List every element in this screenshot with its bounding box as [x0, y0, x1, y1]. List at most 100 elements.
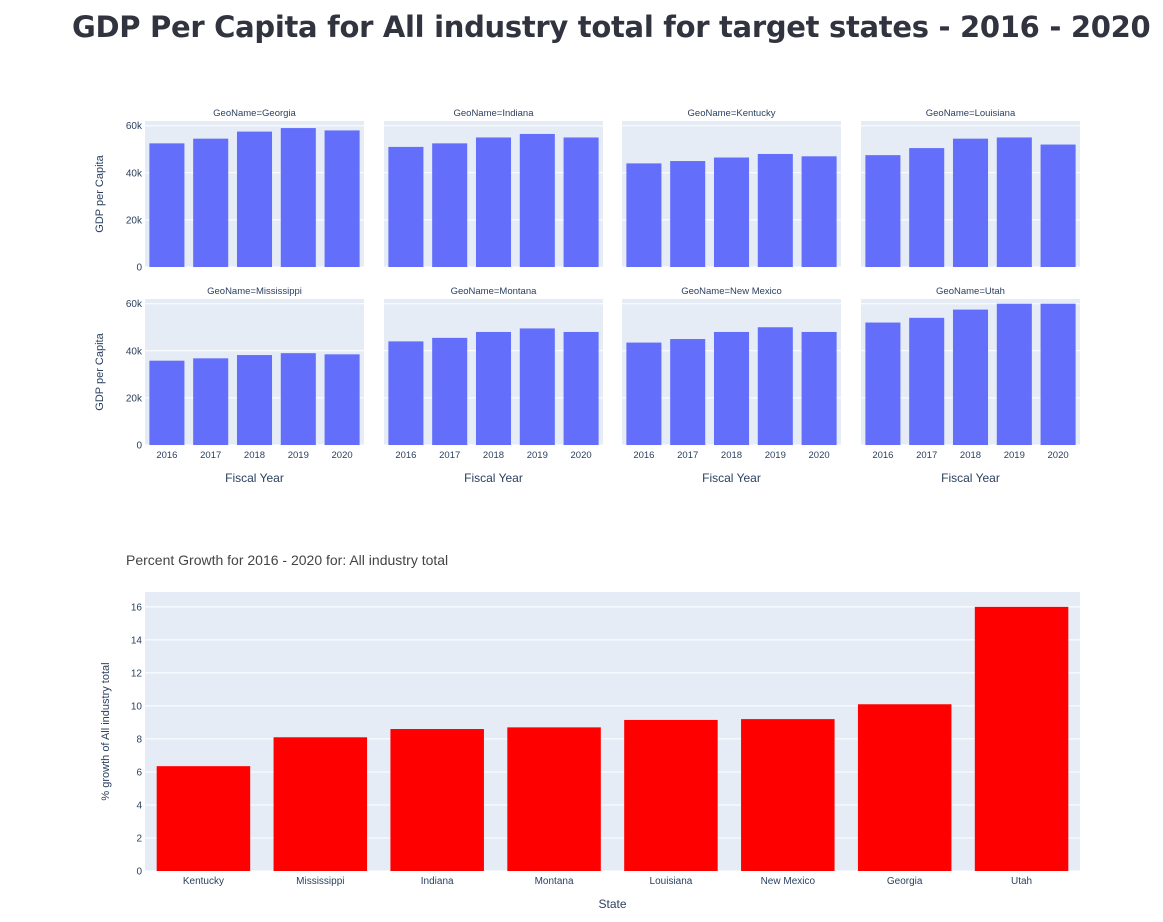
x-tick-label: 2020 — [332, 450, 353, 461]
x-tick-label: 2019 — [1004, 450, 1025, 461]
x-tick-label: 2017 — [677, 450, 698, 461]
x-tick-label: Utah — [1011, 876, 1032, 887]
y-tick-label: 20k — [126, 393, 143, 404]
bar-new-mexico-2018 — [714, 332, 749, 445]
bar-kentucky-2018 — [714, 158, 749, 268]
facet-title: GeoName=Utah — [936, 286, 1005, 297]
bar-georgia-2018 — [237, 132, 272, 267]
y-tick-label: 0 — [136, 441, 142, 452]
bar-montana-2019 — [520, 328, 555, 445]
facet-panel-montana: GeoName=Montana 2016 2017 2018 2019 2020 Fisca… — [384, 286, 603, 485]
facet-title: GeoName=Kentucky — [688, 108, 776, 119]
chart-title: Percent Growth for 2016 - 2020 for: All … — [126, 552, 448, 568]
facet-panel-utah: GeoName=Utah 2016 2017 2018 2019 2020 Fiscal Y… — [861, 286, 1080, 485]
y-tick-label: 0 — [136, 867, 142, 878]
bar-indiana-2017 — [432, 143, 467, 267]
x-tick-label: Mississippi — [296, 876, 344, 887]
x-axis-title: State — [598, 897, 626, 911]
bar-georgia-2017 — [193, 139, 228, 267]
bar-louisiana-2017 — [909, 148, 944, 267]
bar-montana — [507, 727, 601, 871]
bar-utah-2018 — [953, 310, 988, 445]
x-tick-label: Louisiana — [650, 876, 693, 887]
bar-new-mexico-2017 — [670, 339, 705, 445]
bar-louisiana-2018 — [953, 139, 988, 267]
facet-title: GeoName=Mississippi — [207, 286, 302, 297]
facet-title: GeoName=Indiana — [453, 108, 534, 119]
bar-indiana-2019 — [520, 134, 555, 267]
bar-montana-2017 — [432, 338, 467, 445]
bar-montana-2018 — [476, 332, 511, 445]
x-tick-label: 2020 — [1048, 450, 1069, 461]
x-tick-label: New Mexico — [761, 876, 816, 887]
y-axis-title: GDP per Capita — [94, 154, 106, 232]
y-tick-label: 40k — [126, 168, 143, 179]
facet-panel-kentucky: GeoName=Kentucky — [622, 108, 841, 267]
bar-georgia-2019 — [281, 128, 316, 267]
x-tick-label: 2017 — [200, 450, 221, 461]
y-axis-title: % growth of All industry total — [100, 662, 112, 800]
bar-georgia-2020 — [325, 130, 360, 267]
bar-utah-2017 — [909, 318, 944, 445]
bar-louisiana — [624, 720, 718, 871]
bar-utah-2019 — [997, 304, 1032, 445]
facet-panel-new-mexico: GeoName=New Mexico 2016 2017 2018 2019 2020 Fi… — [622, 286, 841, 485]
facet-panel-louisiana: GeoName=Louisiana — [861, 108, 1080, 267]
y-tick-label: 6 — [136, 767, 142, 778]
bar-georgia-2016 — [149, 143, 184, 267]
bar-georgia — [858, 704, 952, 871]
x-tick-label: Georgia — [887, 876, 923, 887]
x-tick-label: 2018 — [721, 450, 742, 461]
bar-utah-2020 — [1041, 304, 1076, 445]
facet-panel-mississippi: GeoName=Mississippi 0 20k 40k 60k GDP per Cap… — [94, 286, 364, 485]
x-axis-title: Fiscal Year — [464, 471, 523, 485]
x-tick-label: Montana — [535, 876, 574, 887]
bar-indiana — [390, 729, 484, 871]
x-tick-label: 2017 — [916, 450, 937, 461]
bar-kentucky — [157, 766, 251, 871]
bar-kentucky-2017 — [670, 161, 705, 267]
bar-indiana-2016 — [388, 147, 423, 267]
y-tick-label: 8 — [136, 734, 142, 745]
x-tick-label: 2019 — [288, 450, 309, 461]
bar-mississippi-2020 — [325, 354, 360, 445]
y-tick-label: 60k — [126, 121, 143, 132]
bar-kentucky-2016 — [626, 163, 661, 267]
bar-utah-2016 — [865, 323, 900, 445]
bar-utah — [975, 607, 1069, 871]
bar-new-mexico-2020 — [802, 332, 837, 445]
bar-mississippi — [274, 737, 368, 871]
bar-kentucky-2019 — [758, 154, 793, 267]
bar-new-mexico-2019 — [758, 327, 793, 445]
facet-title: GeoName=New Mexico — [681, 286, 782, 297]
bar-indiana-2020 — [564, 137, 599, 267]
bar-indiana-2018 — [476, 137, 511, 267]
y-tick-label: 10 — [131, 701, 143, 712]
facet-panel-georgia: GeoName=Georgia 0 20k 40k 60k GDP per Capita — [94, 108, 364, 274]
growth-bar-chart[interactable]: Percent Growth for 2016 - 2020 for: All … — [0, 540, 1163, 922]
x-tick-label: 2018 — [483, 450, 504, 461]
bar-montana-2016 — [388, 341, 423, 445]
gdp-facet-chart[interactable]: GeoName=Georgia 0 20k 40k 60k GDP per Capita G… — [0, 95, 1163, 495]
x-tick-label: 2018 — [960, 450, 981, 461]
bar-louisiana-2019 — [997, 137, 1032, 267]
x-tick-label: 2016 — [395, 450, 416, 461]
facet-panel-indiana: GeoName=Indiana — [384, 108, 603, 267]
facet-title: GeoName=Georgia — [213, 108, 296, 119]
bar-mississippi-2017 — [193, 358, 228, 445]
x-axis-title: Fiscal Year — [225, 471, 284, 485]
bar-louisiana-2020 — [1041, 145, 1076, 267]
page-title: GDP Per Capita for All industry total fo… — [72, 10, 1150, 44]
y-tick-label: 12 — [131, 668, 143, 679]
y-tick-label: 40k — [126, 346, 143, 357]
x-tick-label: 2016 — [872, 450, 893, 461]
facet-title: GeoName=Montana — [451, 286, 538, 297]
x-tick-label: 2020 — [809, 450, 830, 461]
bar-kentucky-2020 — [802, 156, 837, 267]
y-axis-title: GDP per Capita — [94, 332, 106, 410]
bar-mississippi-2018 — [237, 355, 272, 445]
x-tick-label: 2016 — [633, 450, 654, 461]
bar-montana-2020 — [564, 332, 599, 445]
x-tick-label: 2019 — [527, 450, 548, 461]
x-axis-title: Fiscal Year — [702, 471, 761, 485]
